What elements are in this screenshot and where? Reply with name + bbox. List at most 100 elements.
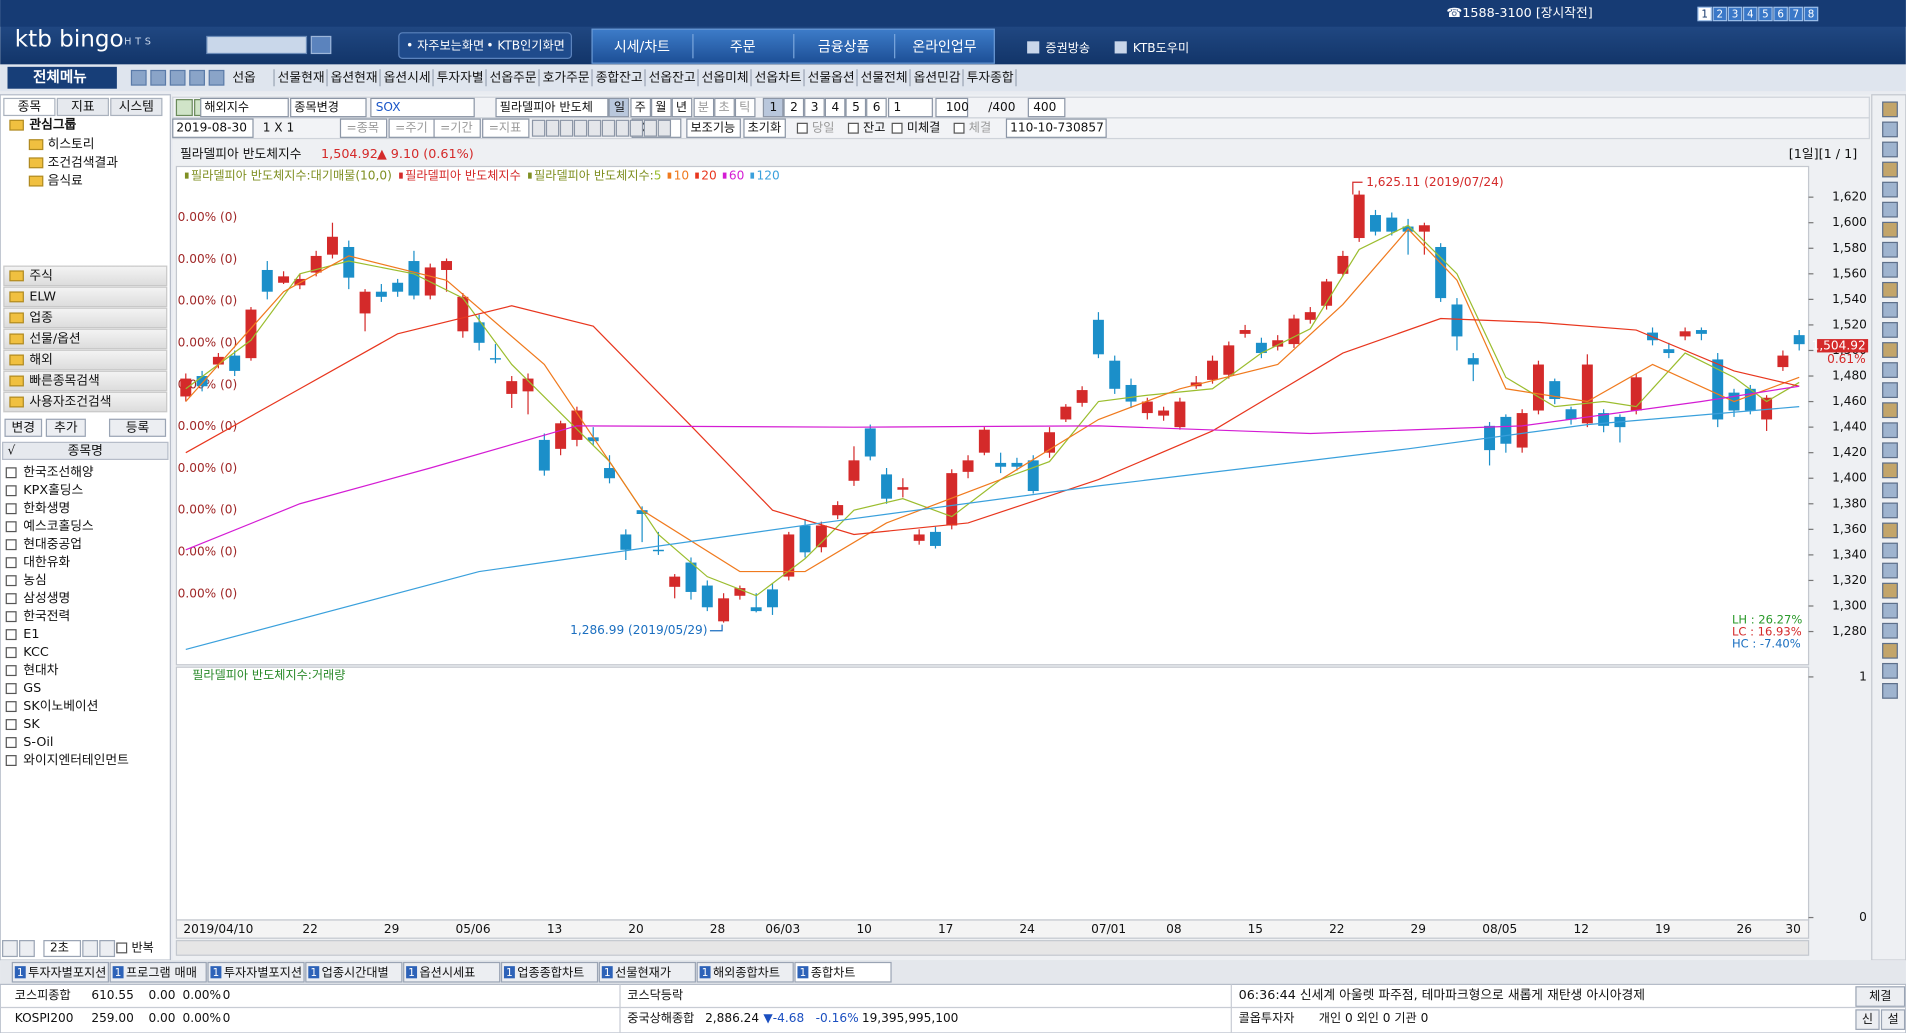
side-icon[interactable] — [1882, 502, 1898, 519]
side-button-label[interactable]: 신 — [1862, 1012, 1873, 1026]
side-icon[interactable] — [1882, 602, 1898, 619]
tool-box[interactable] — [762, 97, 784, 118]
checkbox[interactable] — [5, 539, 17, 551]
main-tab[interactable]: 시세/차트 — [614, 39, 670, 55]
quick-link[interactable]: • KTB인기화면 — [486, 39, 564, 53]
tool-icon[interactable] — [657, 119, 672, 137]
tool-icon[interactable] — [587, 119, 602, 137]
side-icon[interactable] — [1882, 402, 1898, 419]
checkbox[interactable] — [5, 647, 17, 659]
menu-item[interactable]: 옵션시세 — [384, 70, 431, 85]
tool-label[interactable]: =종목 — [347, 121, 380, 135]
checkbox[interactable] — [891, 122, 903, 134]
group-bar[interactable] — [3, 370, 168, 392]
nav-button[interactable] — [2, 940, 18, 958]
checkbox[interactable] — [953, 122, 965, 134]
tool-label[interactable]: 잔고 — [863, 121, 885, 135]
menu-item[interactable]: 선물옵션 — [808, 70, 855, 85]
menu-item[interactable]: 투자자별 — [437, 70, 484, 85]
list-button[interactable] — [108, 418, 167, 437]
checkbox[interactable] — [5, 593, 17, 605]
tool-box[interactable] — [290, 97, 367, 118]
tool-label[interactable]: =지표 — [489, 121, 522, 135]
tool-box[interactable] — [482, 118, 530, 138]
group-label[interactable]: 사용자조건검색 — [29, 395, 111, 410]
stock-name[interactable]: SK이노베이션 — [23, 699, 98, 714]
bottom-tab[interactable] — [207, 961, 305, 983]
checkbox[interactable] — [796, 122, 808, 134]
tool-label[interactable]: 초 — [718, 100, 729, 114]
list-button[interactable] — [4, 418, 43, 437]
page-button[interactable] — [1773, 6, 1788, 22]
side-icon[interactable] — [1882, 442, 1898, 459]
quick-link[interactable]: • 자주보는화면 — [406, 39, 484, 53]
menu-icon[interactable] — [189, 69, 205, 86]
group-bar[interactable] — [3, 349, 168, 371]
menu-item[interactable]: 선옵주문 — [490, 70, 537, 85]
checkbox[interactable] — [5, 701, 17, 713]
bottom-tab-label[interactable]: 업종시간대별 — [322, 965, 389, 979]
tool-label[interactable]: 종목변경 — [294, 100, 339, 114]
group-label[interactable]: 해외 — [29, 352, 52, 367]
stock-name[interactable]: KCC — [23, 645, 49, 660]
scrollbar[interactable] — [175, 940, 1810, 956]
tool-box[interactable] — [370, 97, 475, 118]
side-icon[interactable] — [1882, 121, 1898, 138]
tool-icon[interactable] — [643, 119, 658, 137]
side-button[interactable] — [1855, 986, 1906, 1007]
main-tab[interactable]: 주문 — [730, 39, 756, 55]
tool-label[interactable]: 분 — [698, 100, 709, 114]
checkbox[interactable] — [5, 629, 17, 641]
checkbox[interactable] — [5, 503, 17, 515]
tool-icon[interactable] — [629, 119, 644, 137]
stock-name[interactable]: 예스코홀딩스 — [23, 519, 94, 534]
side-icon[interactable] — [1882, 161, 1898, 178]
bottom-tab-label[interactable]: 투자자별포지션 — [28, 965, 106, 979]
tool-box[interactable] — [734, 97, 756, 118]
tool-label[interactable]: 2019-08-30 — [176, 121, 247, 135]
menu-item[interactable]: 선옵차트 — [755, 70, 802, 85]
tool-label[interactable]: 미체결 — [907, 121, 941, 135]
side-icon[interactable] — [1882, 302, 1898, 318]
tool-icon[interactable] — [175, 99, 193, 117]
tree-root[interactable]: 관심그룹 — [29, 117, 76, 133]
tool-box[interactable] — [783, 97, 805, 118]
checkbox[interactable] — [5, 467, 17, 479]
top-link[interactable]: 증권방송 — [1045, 41, 1090, 55]
main-tab[interactable]: 금융상품 — [818, 39, 870, 55]
tool-icon[interactable] — [559, 119, 574, 137]
tool-label[interactable]: 6 — [873, 100, 881, 114]
menu-button[interactable] — [7, 66, 117, 89]
menu-item[interactable]: 옵션현재 — [331, 70, 378, 85]
group-bar[interactable] — [3, 265, 168, 287]
menu-icon[interactable] — [169, 69, 186, 86]
tool-label[interactable]: 3 — [811, 100, 819, 114]
bottom-tab[interactable] — [403, 961, 501, 983]
stock-name[interactable]: 현대중공업 — [23, 537, 82, 552]
menu-button-label[interactable]: 전체메뉴 — [33, 69, 87, 86]
tool-label[interactable]: 해외지수 — [204, 100, 249, 114]
tool-label[interactable]: 2 — [790, 100, 798, 114]
stock-name[interactable]: E1 — [23, 627, 39, 642]
left-tab[interactable] — [110, 97, 163, 117]
menu-item[interactable]: 호가주문 — [543, 70, 590, 85]
left-tab-label[interactable]: 종목 — [18, 99, 42, 114]
side-icon[interactable] — [1882, 362, 1898, 378]
tool-label[interactable]: =기간 — [440, 121, 473, 135]
checkbox[interactable] — [5, 557, 17, 569]
side-icon[interactable] — [1882, 342, 1898, 358]
tool-label[interactable]: 1 — [769, 100, 777, 114]
stock-name[interactable]: KPX홀딩스 — [23, 483, 83, 498]
group-label[interactable]: 빠른종목검색 — [29, 373, 99, 388]
tool-label[interactable]: 초기화 — [748, 121, 782, 135]
side-icon[interactable] — [1882, 522, 1898, 539]
side-icon[interactable] — [1882, 221, 1898, 238]
menu-item[interactable]: 선옵잔고 — [649, 70, 696, 85]
side-icon[interactable] — [1882, 482, 1898, 499]
side-button[interactable] — [1880, 1009, 1906, 1030]
bottom-tab-label[interactable]: 투자자별포지션 — [224, 965, 302, 979]
group-bar[interactable] — [3, 307, 168, 329]
tool-label[interactable]: 월 — [655, 100, 666, 114]
tool-box[interactable] — [693, 97, 715, 118]
bottom-tab[interactable] — [794, 961, 892, 983]
